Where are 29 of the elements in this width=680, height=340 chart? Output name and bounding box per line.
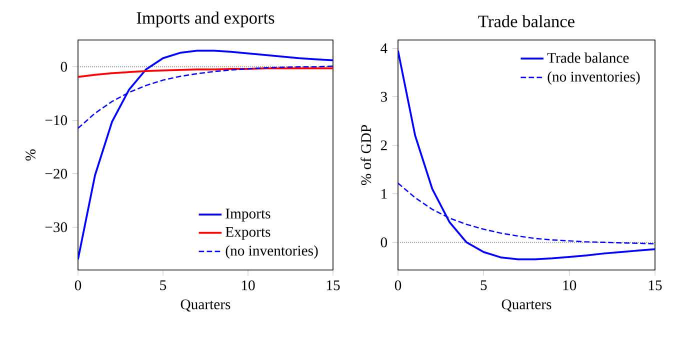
x-tick-label: 10 [563, 280, 576, 290]
legend-label: (no inventories) [226, 245, 318, 259]
x-axis-title: Quarters [180, 299, 230, 312]
y-tick-label: 2 [380, 140, 387, 150]
x-tick-label: 0 [394, 280, 402, 290]
y-tick-label: −30 [45, 222, 68, 232]
legend-label: Imports [226, 208, 270, 222]
legend-label: Trade balance [547, 52, 629, 63]
y-tick-label: 3 [380, 92, 388, 102]
x-tick-label: 15 [326, 280, 340, 290]
y-tick-label: −10 [45, 115, 68, 126]
x-tick-label: 5 [480, 280, 487, 290]
x-tick-label: 10 [242, 280, 255, 290]
y-axis-title: % [26, 149, 36, 161]
x-axis-title: Quarters [502, 299, 552, 312]
x-tick-label: 15 [648, 280, 662, 290]
y-tick-label: 0 [380, 237, 388, 248]
legend-label: Exports [226, 227, 270, 240]
y-tick-label: 4 [380, 43, 388, 54]
line-series [398, 50, 656, 260]
y-axis-title: % of GDP [360, 125, 372, 186]
legend-label: (no inventories) [548, 71, 640, 85]
x-tick-label: 0 [74, 280, 82, 290]
x-tick-label: 5 [160, 280, 166, 290]
chart-title: Trade balance [478, 15, 574, 28]
y-tick-label: 1 [382, 188, 387, 199]
chart-title: Imports and exports [136, 12, 274, 28]
y-tick-label: −20 [45, 168, 68, 179]
y-tick-label: 0 [60, 62, 68, 72]
